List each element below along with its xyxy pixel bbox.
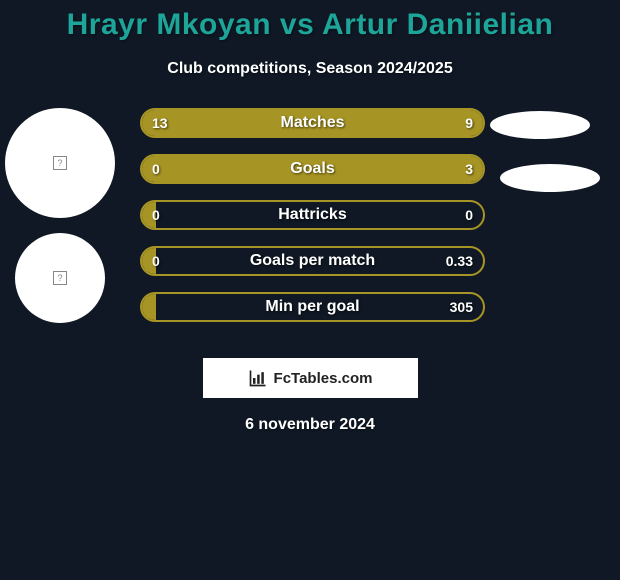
stat-bar: 13Matches9 (140, 108, 485, 138)
stat-label: Goals (142, 156, 483, 182)
stat-label: Min per goal (142, 294, 483, 320)
stats-bars: 13Matches90Goals30Hattricks00Goals per m… (140, 108, 485, 338)
stat-label: Matches (142, 110, 483, 136)
stat-bar: 0Goals3 (140, 154, 485, 184)
brand-text: FcTables.com (274, 370, 373, 387)
stat-bar: Min per goal305 (140, 292, 485, 322)
image-placeholder-icon: ? (53, 271, 67, 285)
date-stamp: 6 november 2024 (0, 416, 620, 434)
stat-right-value: 9 (465, 110, 473, 136)
page-subtitle: Club competitions, Season 2024/2025 (0, 60, 620, 78)
stat-bar: 0Hattricks0 (140, 200, 485, 230)
brand-badge: FcTables.com (203, 358, 418, 398)
stat-bar: 0Goals per match0.33 (140, 246, 485, 276)
stat-label: Hattricks (142, 202, 483, 228)
club-right-ellipse-2 (500, 164, 600, 192)
club-right-ellipse-1 (490, 111, 590, 139)
player-left-avatar: ? (5, 108, 115, 218)
stat-right-value: 0 (465, 202, 473, 228)
stat-right-value: 305 (450, 294, 473, 320)
stat-label: Goals per match (142, 248, 483, 274)
infographic-stage: ? ? 13Matches90Goals30Hattricks00Goals p… (0, 108, 620, 348)
player-left-club-avatar: ? (15, 233, 105, 323)
image-placeholder-icon: ? (53, 156, 67, 170)
brand-chart-icon (248, 368, 268, 388)
page-title: Hrayr Mkoyan vs Artur Daniielian (0, 0, 620, 42)
stat-right-value: 0.33 (446, 248, 473, 274)
stat-right-value: 3 (465, 156, 473, 182)
